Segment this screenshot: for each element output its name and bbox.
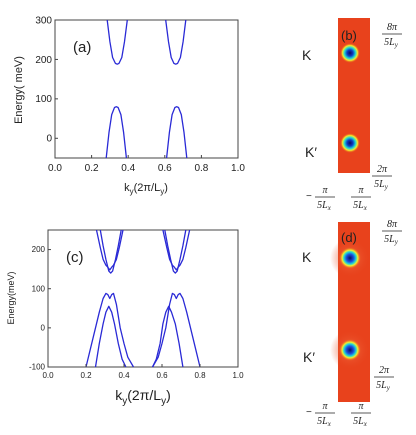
panel-c-band-2 xyxy=(94,305,127,368)
panel-d-valley-k-prime: K′ xyxy=(303,349,315,365)
panel-c-band-3 xyxy=(151,305,184,368)
panel-c-band-1 xyxy=(85,292,135,368)
panel-a-y-ticks: 0 100 200 300 xyxy=(35,15,58,145)
panel-a-y-tick-label: 0 xyxy=(46,134,52,145)
panel-b-valley-k: K xyxy=(302,47,312,63)
svg-text:π: π xyxy=(322,401,328,412)
panel-d-spot-k-prime xyxy=(339,339,361,361)
svg-text:5Lx: 5Lx xyxy=(317,200,332,212)
panel-a-x-tick-label: 0.2 xyxy=(85,163,99,174)
panel-c-label: (c) xyxy=(66,249,84,266)
svg-text:π: π xyxy=(358,185,364,196)
panel-c-band-5 xyxy=(99,229,122,274)
panel-a-plot-frame xyxy=(54,19,239,159)
panel-b-x-left-label: − π 5Lx xyxy=(306,185,335,212)
panel-c-x-tick-label: 0.2 xyxy=(80,371,92,380)
panel-c-x-tick-label: 0.0 xyxy=(42,371,54,380)
panel-c-x-tick-label: 0.8 xyxy=(194,371,206,380)
panel-d-density-map: (d) K K′ 8π 5Ly 2π 5Ly − π 5Lx π 5Lx xyxy=(302,219,402,428)
panel-d-spot-k xyxy=(339,247,361,269)
panel-a-y-tick-label: 300 xyxy=(35,15,52,26)
panel-c-y-tick-label: 0 xyxy=(41,324,46,333)
svg-text:2π: 2π xyxy=(377,164,388,175)
svg-text:8π: 8π xyxy=(387,22,398,33)
panel-c-y-tick-label: 200 xyxy=(32,245,46,254)
panel-d-valley-k: K xyxy=(302,249,312,265)
svg-text:8π: 8π xyxy=(387,219,398,230)
panel-a-band-plot: 0.0 0.2 0.4 0.6 0.8 1.0 0 100 200 300 (a) Energy… xyxy=(13,15,245,196)
panel-a-x-tick-label: 0.6 xyxy=(158,163,172,174)
panel-c-band-6 xyxy=(95,229,124,271)
panel-a-x-tick-label: 1.0 xyxy=(231,163,245,174)
panel-b-x-right-label: π 5Lx xyxy=(351,185,371,212)
svg-text:−: − xyxy=(306,191,312,202)
svg-text:5Lx: 5Lx xyxy=(353,200,368,212)
panel-c-curves xyxy=(85,229,201,368)
panel-c-x-tick-label: 1.0 xyxy=(232,371,244,380)
panel-c-x-tick-label: 0.6 xyxy=(156,371,168,380)
panel-a-y-tick-label: 200 xyxy=(35,55,52,66)
svg-text:5Lx: 5Lx xyxy=(353,416,368,428)
panel-a-curves xyxy=(105,19,188,159)
svg-text:5Lx: 5Lx xyxy=(317,416,332,428)
panel-c-x-ticks: 0.0 0.2 0.4 0.6 0.8 1.0 xyxy=(42,364,244,380)
svg-text:−: − xyxy=(306,407,312,418)
panel-b-valley-k-prime: K′ xyxy=(305,144,317,160)
panel-c-y-tick-label: 100 xyxy=(32,284,46,293)
panel-d-y-bottom-label: 2π 5Ly xyxy=(374,365,394,392)
panel-c-band-plot: 0.0 0.2 0.4 0.6 0.8 1.0 -100 0 100 200 (c) Energ… xyxy=(6,229,244,407)
panel-a-x-tick-label: 0.0 xyxy=(48,163,62,174)
panel-c-y-axis-label: Energy(meV) xyxy=(6,271,16,324)
panel-d-label: (d) xyxy=(341,230,357,245)
panel-c-x-axis-label: ky(2π/Ly) xyxy=(115,387,170,407)
panel-b-density-map: (b) K K′ 8π 5Ly 2π 5Ly − π 5Lx π 5Lx xyxy=(302,18,402,212)
panel-a-y-axis-label: Energy( meV) xyxy=(13,56,25,124)
panel-a-x-ticks: 0.0 0.2 0.4 0.6 0.8 1.0 xyxy=(48,155,245,174)
panel-b-y-bottom-label: 2π 5Ly xyxy=(372,164,392,191)
panel-a-band-3 xyxy=(106,19,128,65)
panel-b-spot-k xyxy=(340,43,360,63)
panel-a-label: (a) xyxy=(73,39,91,56)
svg-text:5Ly: 5Ly xyxy=(384,37,399,49)
panel-d-x-right-label: π 5Lx xyxy=(351,401,371,428)
panel-a-band-4 xyxy=(165,19,187,65)
panel-a-x-tick-label: 0.8 xyxy=(194,163,208,174)
panel-a-x-axis-label: ky(2π/Ly) xyxy=(124,182,168,196)
panel-a-x-tick-label: 0.4 xyxy=(121,163,135,174)
panel-d-y-top-label: 8π 5Ly xyxy=(382,219,402,246)
svg-text:5Ly: 5Ly xyxy=(384,234,399,246)
panel-c-band-7 xyxy=(164,229,187,274)
panel-c-band-4 xyxy=(151,292,201,368)
panel-a-y-tick-label: 100 xyxy=(35,94,52,105)
panel-c-y-ticks: -100 0 100 200 xyxy=(29,245,51,372)
panel-c-plot-frame xyxy=(47,229,239,368)
svg-text:π: π xyxy=(322,185,328,196)
panel-b-y-top-label: 8π 5Ly xyxy=(382,22,402,49)
svg-text:π: π xyxy=(358,401,364,412)
panel-b-label: (b) xyxy=(341,28,357,43)
panel-c-x-tick-label: 0.4 xyxy=(118,371,130,380)
svg-text:5Ly: 5Ly xyxy=(374,179,389,191)
panel-b-spot-k-prime xyxy=(340,133,360,153)
svg-text:5Ly: 5Ly xyxy=(376,380,391,392)
panel-d-x-left-label: − π 5Lx xyxy=(306,401,335,428)
panel-a-band-1 xyxy=(105,106,128,159)
panel-c-y-tick-label: -100 xyxy=(29,363,46,372)
panel-c-band-8 xyxy=(162,229,191,271)
panel-a-band-2 xyxy=(165,106,188,159)
svg-text:2π: 2π xyxy=(379,365,390,376)
